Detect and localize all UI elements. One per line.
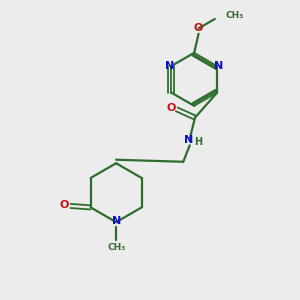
Text: O: O xyxy=(194,23,203,33)
Text: N: N xyxy=(214,61,223,71)
Text: N: N xyxy=(112,216,121,226)
Text: CH₃: CH₃ xyxy=(225,11,243,20)
Text: O: O xyxy=(167,103,176,113)
Text: CH₃: CH₃ xyxy=(107,243,125,252)
Text: H: H xyxy=(194,137,202,147)
Text: O: O xyxy=(59,200,69,210)
Text: N: N xyxy=(165,61,174,71)
Text: N: N xyxy=(184,135,193,145)
